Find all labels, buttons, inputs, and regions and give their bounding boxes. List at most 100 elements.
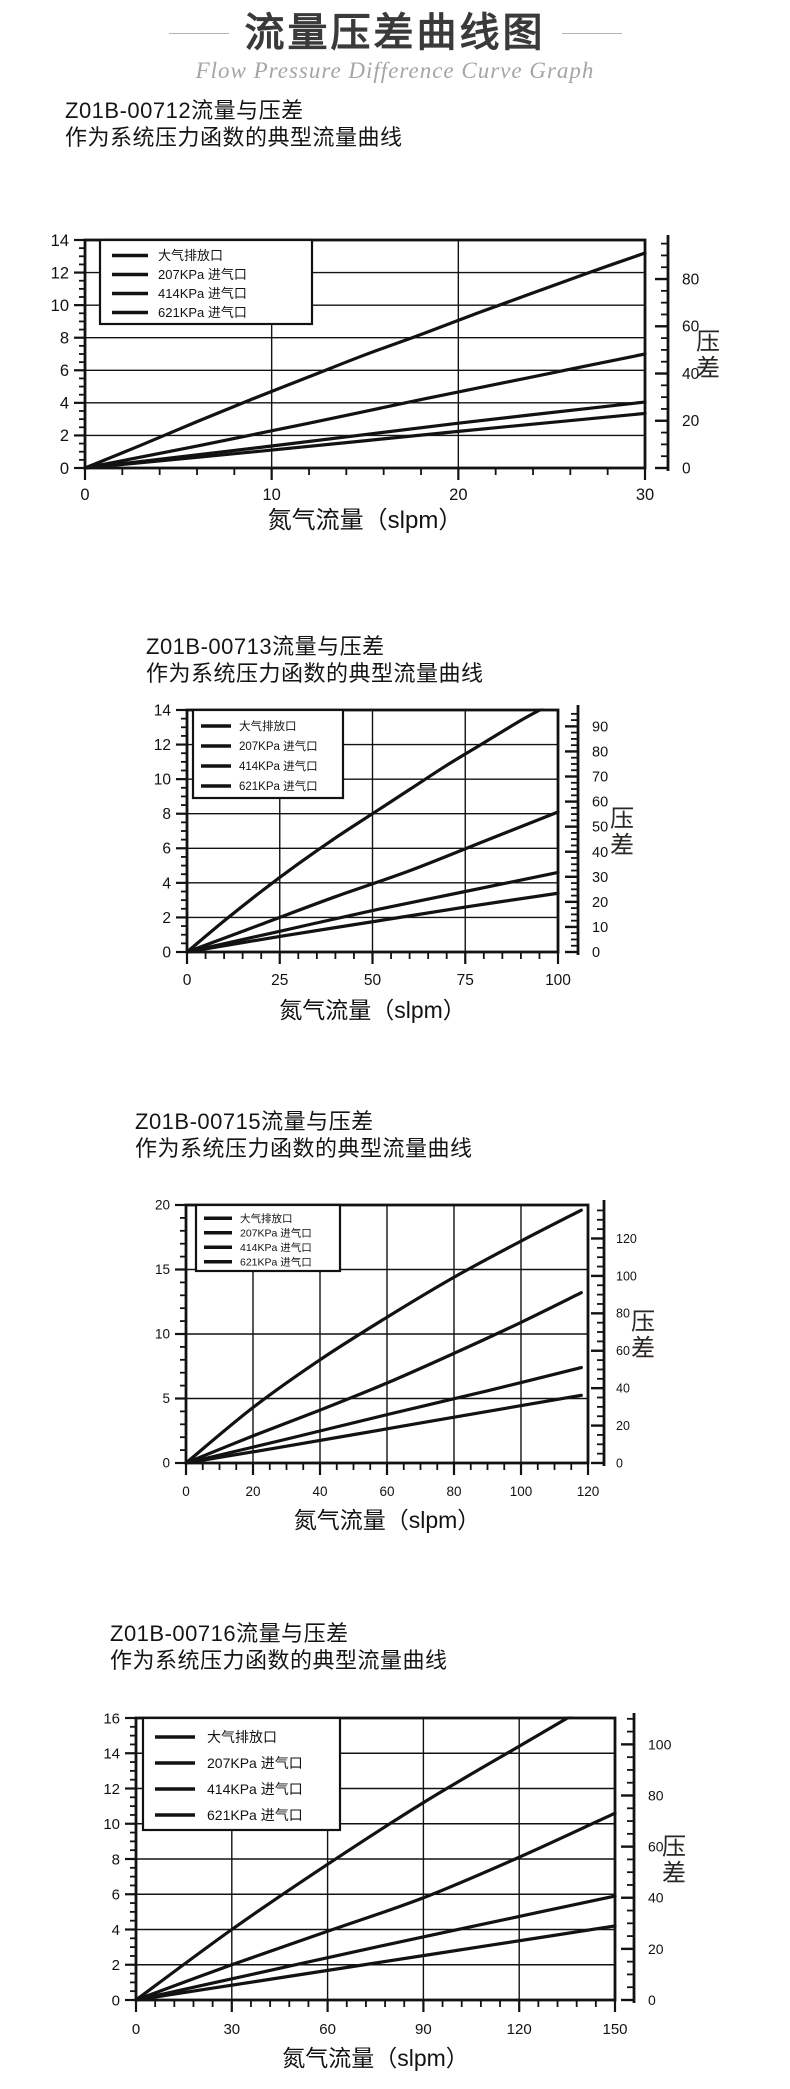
chart-1-legend: 大气排放口 207KPa 进气口 414KPa 进气口 621KPa 进气口	[98, 238, 314, 326]
chart-4-title-block: Z01B-00716流量与压差 作为系统压力函数的典型流量曲线	[110, 1620, 448, 1674]
svg-text:120: 120	[616, 1232, 637, 1246]
svg-text:氮气流量（slpm）: 氮气流量（slpm）	[268, 507, 463, 534]
svg-text:50: 50	[592, 820, 608, 836]
svg-text:4: 4	[162, 875, 171, 892]
chart-2-series-2	[185, 810, 560, 954]
svg-text:16: 16	[103, 1710, 120, 1727]
chart-1-series-2	[83, 352, 647, 470]
svg-text:6: 6	[112, 1887, 120, 1904]
svg-text:40: 40	[616, 1382, 630, 1396]
svg-text:30: 30	[636, 486, 654, 504]
svg-text:414KPa 进气口: 414KPa 进气口	[239, 759, 318, 773]
svg-text:6: 6	[60, 362, 69, 380]
svg-text:207KPa 进气口: 207KPa 进气口	[207, 1755, 303, 1771]
svg-text:14: 14	[154, 702, 172, 719]
svg-text:60: 60	[319, 2021, 336, 2038]
svg-text:414KPa 进气口: 414KPa 进气口	[240, 1241, 312, 1254]
chart-4-right-axis-label: 压差	[662, 1833, 686, 1886]
svg-text:氮气流量（slpm）: 氮气流量（slpm）	[282, 2045, 469, 2071]
chart-2-curves	[185, 708, 560, 954]
svg-text:0: 0	[616, 1456, 623, 1470]
svg-text:8: 8	[60, 329, 69, 347]
svg-text:14: 14	[103, 1746, 120, 1763]
chart-3-title-block: Z01B-00715流量与压差 作为系统压力函数的典型流量曲线	[135, 1108, 473, 1162]
svg-text:20: 20	[682, 413, 700, 430]
svg-text:40: 40	[592, 845, 608, 861]
svg-text:414KPa 进气口: 414KPa 进气口	[158, 286, 247, 301]
chart-1-curves	[83, 251, 647, 470]
svg-text:207KPa 进气口: 207KPa 进气口	[240, 1226, 312, 1239]
svg-text:0: 0	[60, 460, 69, 478]
svg-text:2: 2	[112, 1957, 120, 1974]
svg-text:80: 80	[616, 1307, 630, 1321]
svg-text:75: 75	[457, 972, 474, 989]
chart-4-series-3	[134, 1894, 617, 2002]
svg-text:12: 12	[103, 1781, 120, 1798]
chart-2-legend: 大气排放口 207KPa 进气口 414KPa 进气口 621KPa 进气口	[191, 708, 345, 800]
svg-text:6: 6	[162, 841, 171, 858]
chart-4-curves	[134, 1716, 617, 2002]
svg-text:10: 10	[155, 1327, 170, 1342]
svg-text:100: 100	[545, 972, 571, 989]
svg-text:621KPa 进气口: 621KPa 进气口	[239, 779, 318, 793]
chart-1-series-1	[83, 251, 647, 470]
svg-text:10: 10	[592, 920, 608, 936]
chart-2-title: Z01B-00713流量与压差	[146, 634, 385, 659]
svg-text:2: 2	[60, 427, 69, 445]
svg-text:25: 25	[271, 972, 288, 989]
svg-text:120: 120	[577, 1484, 600, 1499]
svg-text:大气排放口: 大气排放口	[207, 1729, 277, 1745]
svg-text:20: 20	[245, 1484, 260, 1499]
chart-2-right-axis-label: 压差	[610, 805, 634, 858]
svg-text:621KPa 进气口: 621KPa 进气口	[240, 1255, 312, 1268]
svg-text:30: 30	[592, 870, 608, 886]
svg-text:621KPa 进气口: 621KPa 进气口	[158, 305, 247, 320]
svg-text:12: 12	[51, 264, 69, 282]
svg-text:氮气流量（slpm）: 氮气流量（slpm）	[294, 1507, 481, 1533]
chart-2: 0 2 4 6 8 10 12 14 0 25 50 75 100 氮气流量（slpm） 0 10 20 30 40…	[154, 702, 634, 1023]
title-rule-right	[561, 32, 622, 34]
svg-text:80: 80	[682, 271, 700, 288]
svg-text:60: 60	[616, 1344, 630, 1358]
svg-text:大气排放口: 大气排放口	[240, 1212, 293, 1225]
chart-3-title: Z01B-00715流量与压差	[135, 1109, 374, 1134]
svg-text:30: 30	[223, 2021, 240, 2038]
svg-text:12: 12	[154, 737, 171, 754]
svg-text:0: 0	[80, 486, 89, 504]
chart-4-legend: 大气排放口 207KPa 进气口 414KPa 进气口 621KPa 进气口	[141, 1716, 342, 1832]
svg-text:80: 80	[648, 1787, 664, 1803]
svg-text:0: 0	[182, 1484, 190, 1499]
svg-text:0: 0	[132, 2021, 140, 2038]
svg-text:90: 90	[415, 2021, 432, 2038]
svg-text:70: 70	[592, 770, 608, 786]
svg-text:4: 4	[60, 395, 69, 413]
svg-text:0: 0	[162, 944, 171, 961]
chart-3-series-1	[184, 1208, 583, 1465]
svg-text:100: 100	[616, 1269, 637, 1283]
chart-3-subtitle: 作为系统压力函数的典型流量曲线	[135, 1136, 473, 1161]
chart-1: 0 2 4 6 8 10 12 14 0 10 20 30 氮气流量（slpm） 0 20 40 60 80 压差 大…	[51, 232, 720, 534]
svg-text:大气排放口: 大气排放口	[239, 719, 297, 733]
chart-1-title: Z01B-00712流量与压差	[65, 98, 304, 123]
chart-4-title: Z01B-00716流量与压差	[110, 1621, 349, 1646]
svg-text:60: 60	[379, 1484, 394, 1499]
chart-1-series-3	[83, 400, 647, 470]
chart-3-series-3	[184, 1365, 583, 1465]
svg-text:207KPa 进气口: 207KPa 进气口	[158, 267, 247, 282]
svg-text:100: 100	[510, 1484, 533, 1499]
svg-text:4: 4	[112, 1922, 120, 1939]
chart-2-series-1	[185, 708, 545, 954]
svg-text:10: 10	[154, 772, 172, 789]
svg-text:0: 0	[592, 945, 600, 961]
svg-text:20: 20	[648, 1941, 664, 1957]
chart-3-series-4	[184, 1393, 583, 1465]
svg-text:5: 5	[162, 1391, 170, 1406]
svg-text:20: 20	[592, 895, 608, 911]
svg-text:207KPa 进气口: 207KPa 进气口	[239, 739, 318, 753]
svg-text:大气排放口: 大气排放口	[158, 248, 223, 263]
svg-text:15: 15	[155, 1262, 170, 1277]
chart-4: 0 2 4 6 8 10 12 14 16 0 30 60 90 120 150 氮气流量（slpm） 0 20 4…	[103, 1710, 686, 2071]
chart-1-title-block: Z01B-00712流量与压差 作为系统压力函数的典型流量曲线	[65, 97, 403, 151]
chart-1-subtitle: 作为系统压力函数的典型流量曲线	[65, 125, 403, 150]
